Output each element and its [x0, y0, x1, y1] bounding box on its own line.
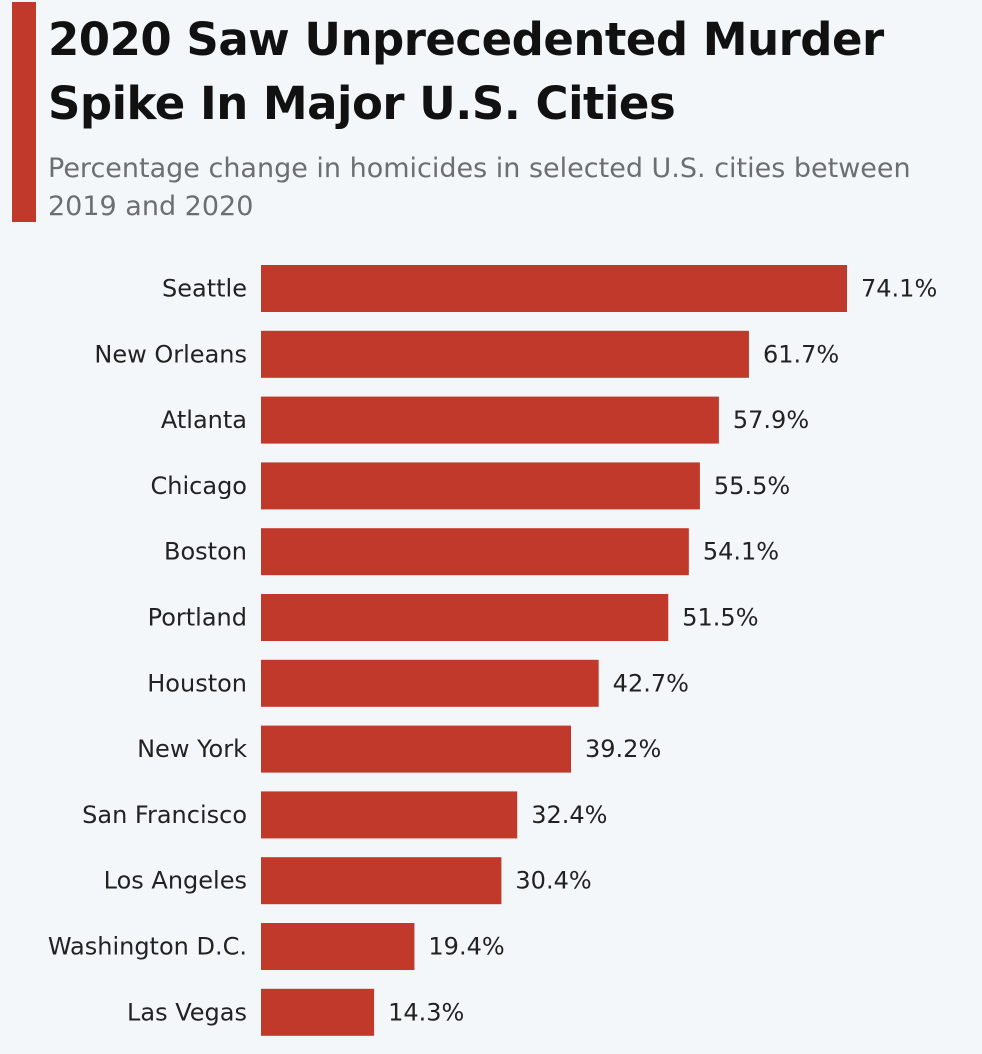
- category-label: Atlanta: [161, 406, 247, 434]
- category-label: Las Vegas: [127, 998, 247, 1026]
- bar-los-angeles: [261, 857, 502, 905]
- category-label: Los Angeles: [104, 867, 247, 895]
- bar-washington-d-c: [261, 923, 415, 970]
- category-label: New York: [137, 735, 247, 763]
- value-label: 54.1%: [703, 538, 779, 566]
- title-accent-bar: [12, 2, 36, 222]
- bar-boston: [261, 528, 689, 576]
- bar-seattle: [261, 265, 847, 312]
- category-label: Boston: [164, 538, 247, 566]
- bar-portland: [261, 594, 669, 641]
- chart-title: 2020 Saw Unprecedented Murder Spike In M…: [48, 13, 884, 130]
- category-label: New Orleans: [94, 340, 247, 368]
- value-label: 30.4%: [515, 867, 591, 895]
- bar-las-vegas: [261, 988, 375, 1036]
- category-label: Chicago: [151, 472, 247, 500]
- value-label: 14.3%: [388, 998, 464, 1026]
- bar-houston: [261, 659, 599, 707]
- category-label: Washington D.C.: [48, 933, 247, 961]
- value-label: 61.7%: [763, 340, 839, 368]
- value-label: 39.2%: [585, 735, 661, 763]
- category-label: Houston: [147, 669, 247, 697]
- value-label: 57.9%: [733, 406, 809, 434]
- bar-atlanta: [261, 396, 719, 444]
- value-label: 42.7%: [613, 669, 689, 697]
- value-label: 51.5%: [682, 604, 758, 632]
- value-label: 19.4%: [428, 933, 504, 961]
- chart-subtitle: Percentage change in homicides in select…: [48, 153, 911, 222]
- bar-new-orleans: [261, 330, 749, 378]
- value-label: 55.5%: [714, 472, 790, 500]
- bar-chart: Seattle 74.1% New Orleans 61.7% Atlanta 57.9%…: [48, 265, 937, 1036]
- bar-san-francisco: [261, 791, 518, 839]
- value-label: 74.1%: [861, 275, 937, 303]
- value-label: 32.4%: [531, 801, 607, 829]
- bar-new-york: [261, 725, 572, 773]
- category-label: Portland: [148, 604, 247, 632]
- category-label: San Francisco: [82, 801, 247, 829]
- bar-chicago: [261, 462, 700, 510]
- category-label: Seattle: [162, 275, 247, 303]
